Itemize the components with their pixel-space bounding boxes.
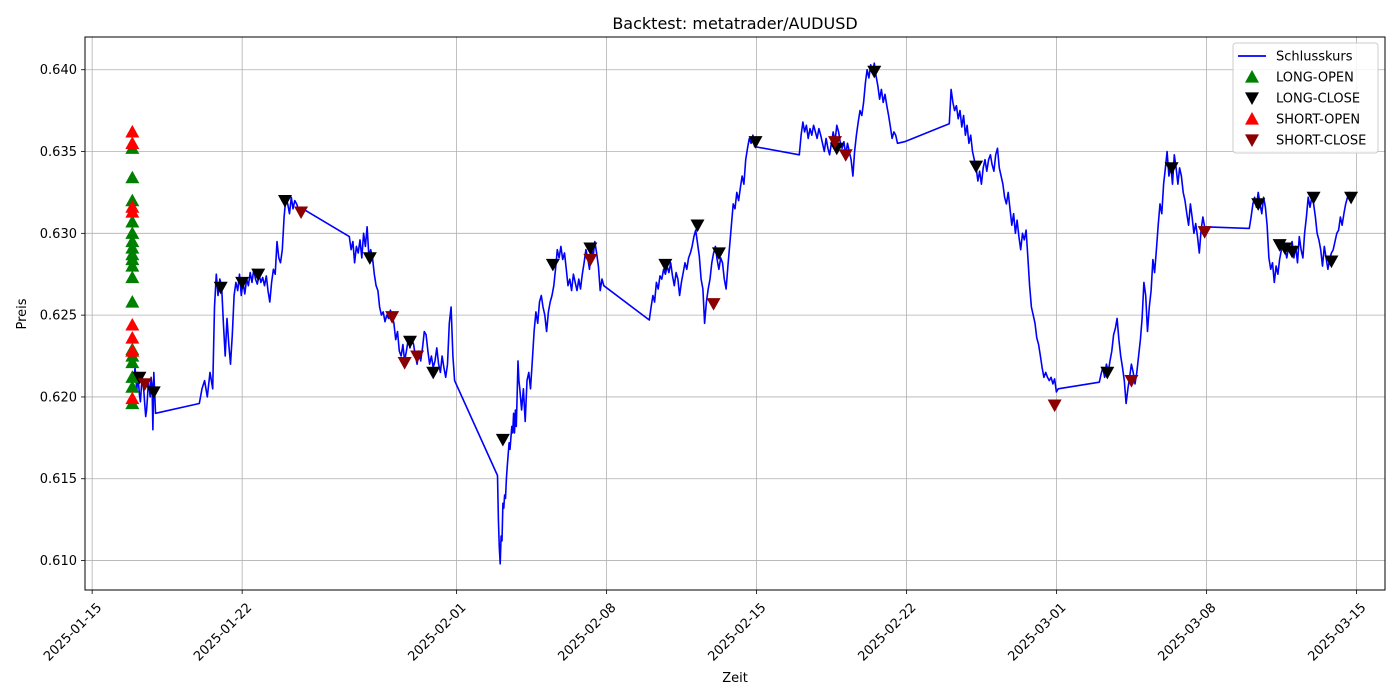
marker-long-close xyxy=(251,268,266,282)
legend-label-short-open: SHORT-OPEN xyxy=(1276,113,1360,128)
marker-long-close xyxy=(1272,239,1287,252)
marker-long-close xyxy=(969,160,984,174)
grid xyxy=(85,37,1385,590)
marker-short-open xyxy=(125,331,140,344)
marker-short-close xyxy=(397,356,412,370)
marker-long-close xyxy=(132,371,147,385)
marker-long-open xyxy=(125,193,140,207)
legend-swatch-long-close xyxy=(1245,92,1259,105)
marker-long-close xyxy=(658,258,673,272)
marker-long-close xyxy=(495,433,510,447)
marker-short-close xyxy=(1124,374,1139,388)
marker-long-close xyxy=(583,242,598,256)
marker-long-close xyxy=(545,258,560,272)
marker-long-open xyxy=(125,226,140,239)
marker-long-close xyxy=(213,281,228,295)
y-axis-title: Preis xyxy=(15,298,30,329)
marker-short-close xyxy=(137,378,152,391)
marker-long-open xyxy=(125,355,140,369)
y-tick-label: 0.625 xyxy=(40,309,77,324)
marker-long-open xyxy=(125,270,140,284)
y-tick-label: 0.630 xyxy=(40,227,77,242)
y-tick-label: 0.615 xyxy=(40,472,77,487)
marker-long-close xyxy=(1251,198,1266,211)
marker-short-close xyxy=(583,253,598,267)
y-tick-label: 0.635 xyxy=(40,145,77,160)
marker-long-open xyxy=(125,247,140,261)
legend-label-short-close: SHORT-CLOSE xyxy=(1276,134,1366,149)
marker-long-close xyxy=(1100,366,1115,380)
marker-long-close xyxy=(1285,245,1300,259)
marker-short-close xyxy=(828,136,842,149)
legend-swatch-long-open xyxy=(1245,70,1259,83)
chart-title: Backtest: metatrader/AUDUSD xyxy=(612,14,857,33)
marker-long-open xyxy=(125,295,140,308)
marker-long-close xyxy=(235,276,250,290)
marker-long-close xyxy=(711,247,726,260)
marker-short-close xyxy=(1047,399,1062,413)
marker-short-open xyxy=(125,136,140,149)
marker-short-close xyxy=(385,311,400,324)
marker-long-close xyxy=(403,335,417,349)
marker-long-close xyxy=(690,219,705,233)
marker-short-close xyxy=(410,350,425,364)
marker-short-close xyxy=(838,149,853,162)
marker-long-close xyxy=(748,136,763,149)
legend-label-long-open: LONG-OPEN xyxy=(1276,71,1354,86)
y-axis-ticks: 0.610 0.615 0.620 0.625 0.630 0.635 0.640 xyxy=(40,63,85,569)
marker-long-open xyxy=(125,370,140,383)
legend-label-schlusskurs: Schlusskurs xyxy=(1276,50,1353,65)
marker-long-open xyxy=(125,170,140,184)
marker-short-open xyxy=(125,200,140,213)
marker-long-open xyxy=(125,214,140,228)
legend-label-long-close: LONG-CLOSE xyxy=(1276,92,1360,107)
legend: Schlusskurs LONG-OPEN LONG-CLOSE SHORT-OPEN… xyxy=(1232,42,1379,154)
marker-long-close xyxy=(1306,191,1321,205)
legend-swatch-short-open xyxy=(1245,112,1259,125)
marker-long-close xyxy=(362,252,377,265)
y-tick-label: 0.610 xyxy=(40,554,77,569)
y-tick-label: 0.620 xyxy=(40,390,77,405)
series-line-schlusskurs xyxy=(133,62,1356,565)
marker-long-open xyxy=(125,234,140,248)
marker-long-close xyxy=(1278,242,1292,256)
legend-swatch-short-close xyxy=(1245,134,1259,147)
marker-long-close xyxy=(1344,191,1359,205)
marker-long-close xyxy=(278,195,292,208)
marker-long-close xyxy=(829,142,844,156)
marker-long-close xyxy=(146,386,161,400)
marker-short-open xyxy=(125,344,140,357)
marker-layer xyxy=(125,65,1359,447)
marker-long-close xyxy=(1164,162,1179,175)
legend-box xyxy=(1232,42,1379,154)
marker-short-close xyxy=(706,298,721,311)
marker-long-close xyxy=(867,65,882,79)
marker-long-open xyxy=(125,259,140,272)
plot-frame xyxy=(84,36,1386,591)
y-tick-label: 0.640 xyxy=(40,63,77,78)
series-layer xyxy=(133,62,1356,565)
marker-long-close xyxy=(1324,255,1339,269)
marker-short-open xyxy=(125,317,140,331)
marker-short-close xyxy=(1197,226,1212,239)
marker-long-open xyxy=(125,380,140,393)
marker-long-open xyxy=(125,241,140,254)
marker-short-close xyxy=(294,206,309,220)
marker-long-close xyxy=(426,366,441,380)
x-axis-title: Zeit xyxy=(722,671,748,686)
marker-short-open xyxy=(125,391,140,405)
marker-short-open xyxy=(125,124,140,138)
